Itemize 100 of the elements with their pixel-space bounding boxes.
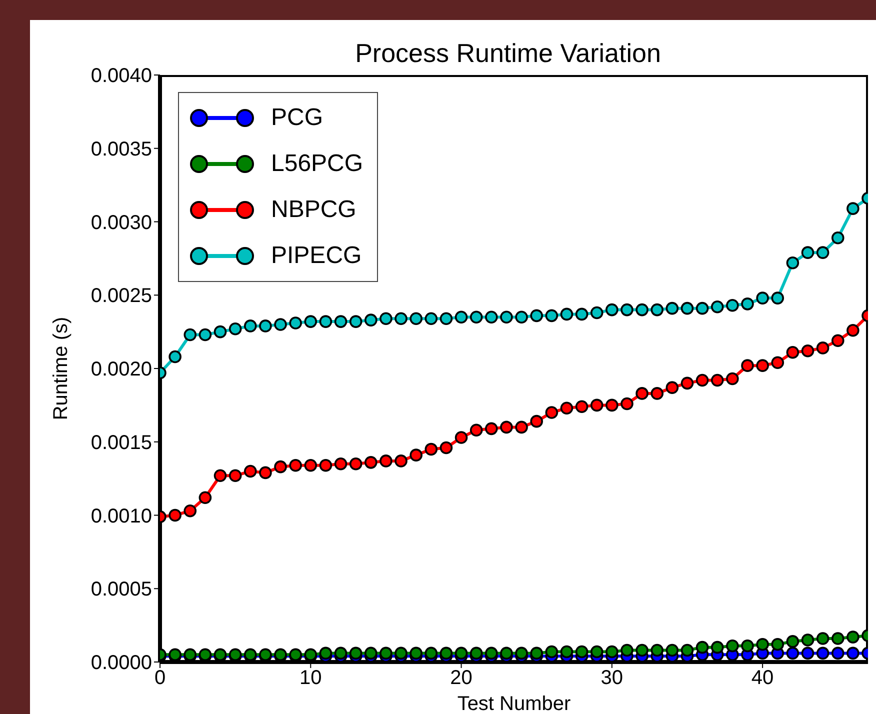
point — [846, 646, 860, 660]
point — [590, 306, 604, 320]
point — [289, 458, 302, 472]
point — [666, 381, 679, 394]
point — [440, 312, 453, 326]
point — [515, 420, 528, 434]
y-tick-label: 0.0040 — [90, 65, 152, 88]
legend-label: L56PCG — [271, 150, 364, 178]
point — [198, 491, 212, 504]
point — [530, 414, 543, 428]
point — [650, 387, 664, 400]
y-tick-label: 0.0030 — [90, 212, 152, 234]
point — [424, 442, 438, 456]
point — [274, 318, 287, 331]
point — [334, 315, 348, 328]
point — [364, 456, 378, 469]
point — [846, 630, 860, 644]
legend-label: PCG — [271, 104, 324, 132]
point — [816, 246, 830, 259]
point — [575, 308, 588, 321]
point — [680, 644, 694, 657]
point — [168, 508, 182, 522]
point — [394, 454, 408, 468]
point — [545, 309, 558, 322]
point — [530, 309, 543, 322]
point — [831, 646, 844, 660]
x-axis-title: Test Number — [457, 693, 572, 714]
y-tick-label: 0.0005 — [90, 578, 152, 601]
point — [786, 635, 800, 648]
point — [710, 300, 724, 314]
y-tick-label: 0.0010 — [90, 505, 152, 528]
point — [741, 639, 754, 652]
point — [756, 359, 769, 372]
point — [560, 308, 574, 321]
y-tick-label: 0.0020 — [90, 358, 152, 381]
point — [500, 646, 513, 660]
point — [470, 646, 483, 660]
point — [771, 638, 784, 651]
x-tick-label: 0 — [154, 667, 166, 690]
point — [319, 646, 332, 660]
point — [424, 646, 438, 660]
point — [228, 322, 242, 336]
point — [771, 356, 784, 370]
point — [816, 342, 830, 354]
point — [515, 310, 528, 324]
point — [696, 640, 709, 654]
point — [380, 454, 392, 468]
x-tick-label: 20 — [450, 667, 472, 690]
point — [380, 312, 392, 326]
point — [454, 431, 468, 444]
point — [726, 298, 739, 312]
legend-label: NBPCG — [271, 196, 356, 224]
point — [515, 646, 528, 660]
point — [380, 646, 392, 660]
point — [590, 645, 604, 658]
point — [184, 504, 197, 518]
point — [485, 646, 498, 660]
point — [198, 328, 212, 342]
point — [831, 632, 844, 645]
point — [184, 328, 197, 342]
point — [319, 458, 332, 472]
point — [606, 645, 618, 658]
point — [846, 324, 860, 337]
point — [741, 298, 754, 310]
point — [726, 372, 739, 386]
point — [756, 638, 769, 651]
point — [349, 315, 362, 328]
point — [741, 359, 754, 372]
point — [756, 292, 769, 304]
point — [696, 374, 709, 387]
y-tick-label: 0.0035 — [90, 138, 152, 160]
point — [228, 469, 242, 482]
point — [410, 646, 422, 660]
point — [424, 312, 438, 326]
point — [846, 202, 860, 215]
point — [801, 634, 814, 646]
point — [364, 646, 378, 660]
point — [636, 387, 648, 400]
x-tick-label: 10 — [300, 667, 322, 690]
point — [259, 466, 272, 480]
point — [575, 645, 588, 658]
point — [304, 315, 318, 328]
point — [214, 469, 227, 482]
point — [710, 374, 724, 387]
point — [620, 303, 634, 316]
point — [636, 303, 648, 316]
point — [801, 344, 814, 358]
point — [349, 646, 362, 660]
point — [500, 310, 513, 324]
point — [726, 639, 739, 652]
point — [560, 402, 574, 415]
point — [454, 646, 468, 660]
point — [349, 457, 362, 470]
point — [786, 256, 800, 270]
point — [394, 646, 408, 660]
point — [334, 646, 348, 660]
chart-title: Process Runtime Variation — [355, 38, 661, 68]
x-tick-label: 30 — [600, 667, 624, 690]
point — [801, 246, 814, 259]
point — [590, 398, 604, 412]
